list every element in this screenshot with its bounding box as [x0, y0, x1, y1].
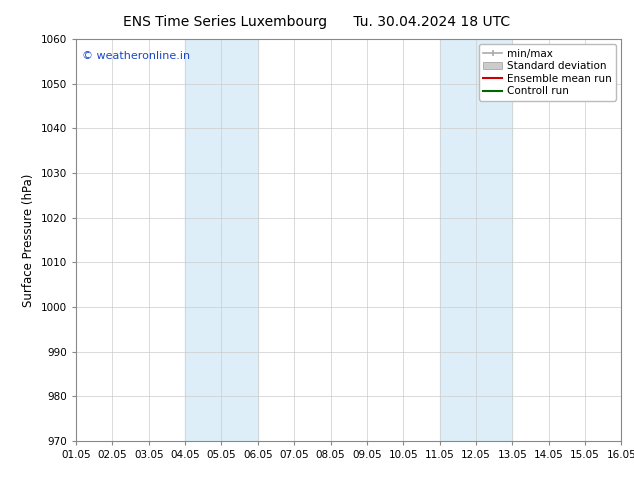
Text: ENS Time Series Luxembourg      Tu. 30.04.2024 18 UTC: ENS Time Series Luxembourg Tu. 30.04.202… [124, 15, 510, 29]
Y-axis label: Surface Pressure (hPa): Surface Pressure (hPa) [22, 173, 36, 307]
Bar [439, 39, 512, 441]
Bar [185, 39, 258, 441]
Text: © weatheronline.in: © weatheronline.in [82, 51, 190, 61]
Legend: min/max, Standard deviation, Ensemble mean run, Controll run: min/max, Standard deviation, Ensemble me… [479, 45, 616, 100]
